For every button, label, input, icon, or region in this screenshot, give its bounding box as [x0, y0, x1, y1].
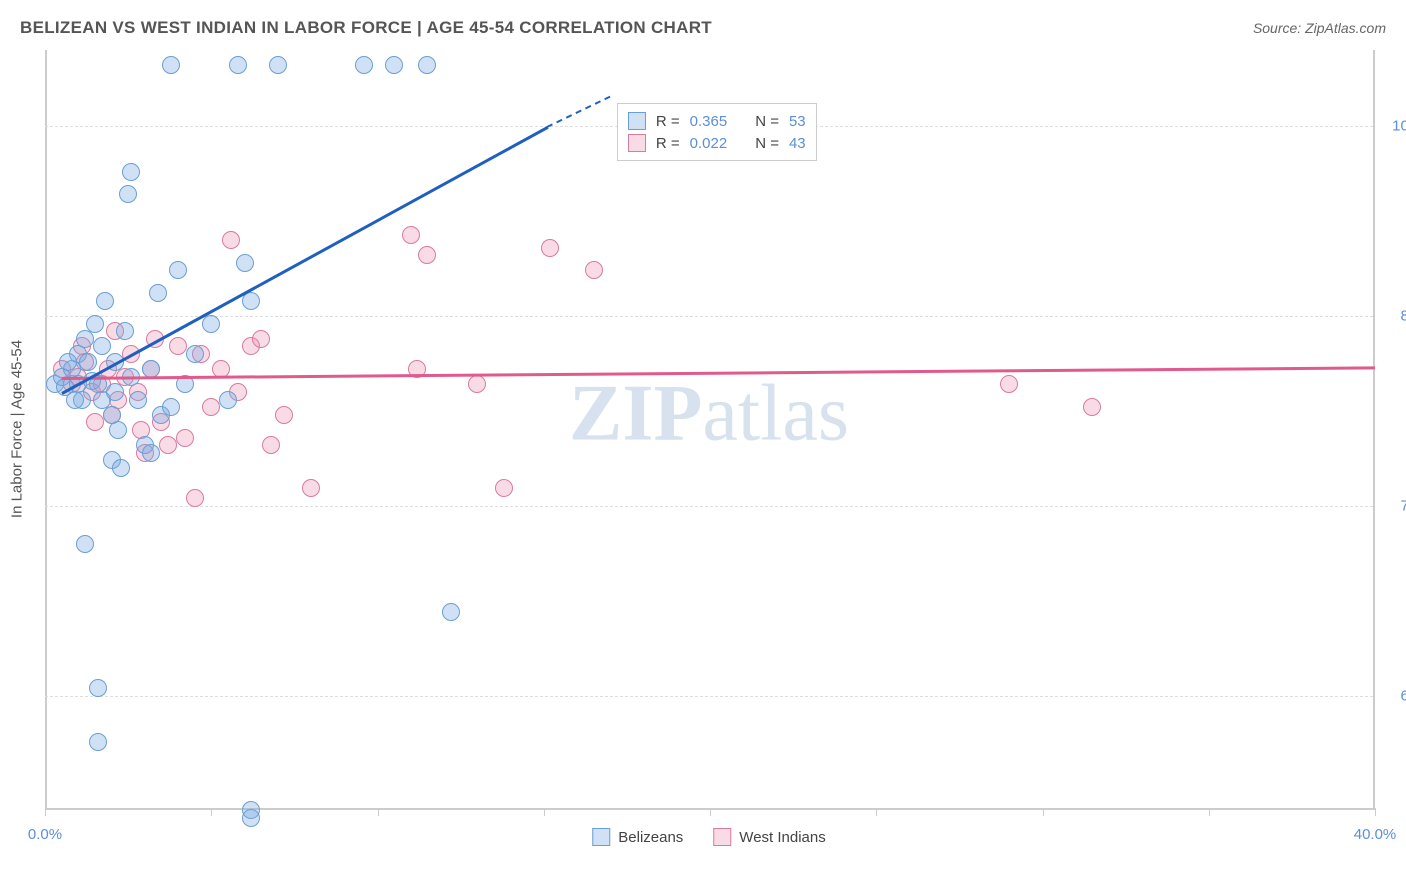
legend-item: Belizeans [592, 828, 683, 846]
scatter-point-a [103, 406, 121, 424]
stat-n-value: 53 [789, 113, 806, 130]
scatter-point-a [142, 444, 160, 462]
scatter-point-b [186, 489, 204, 507]
scatter-point-b [302, 479, 320, 497]
stats-box: R = 0.365 N = 53 R = 0.022 N = 43 [617, 103, 817, 161]
scatter-point-a [86, 315, 104, 333]
y-tick-label: 62.5% [1383, 688, 1406, 705]
scatter-point-b [275, 406, 293, 424]
stats-row: R = 0.365 N = 53 [628, 110, 806, 132]
stat-r-label: R = [656, 135, 680, 152]
x-tick [544, 808, 545, 816]
watermark: ZIPatlas [569, 368, 849, 459]
x-tick-label: 0.0% [28, 826, 62, 843]
scatter-point-a [112, 459, 130, 477]
y-axis [45, 50, 47, 808]
scatter-point-a [89, 733, 107, 751]
scatter-point-a [385, 56, 403, 74]
scatter-point-b [468, 375, 486, 393]
scatter-point-a [442, 603, 460, 621]
scatter-point-a [106, 383, 124, 401]
trend-line-a-dash [547, 96, 611, 128]
x-tick [1209, 808, 1210, 816]
legend-swatch [592, 828, 610, 846]
legend-item: West Indians [713, 828, 825, 846]
scatter-point-b [402, 226, 420, 244]
stat-n-label: N = [755, 113, 779, 130]
scatter-point-b [541, 239, 559, 257]
legend-label: West Indians [739, 829, 825, 846]
scatter-point-a [269, 56, 287, 74]
x-tick-label: 40.0% [1354, 826, 1397, 843]
scatter-point-b [262, 436, 280, 454]
scatter-point-b [176, 429, 194, 447]
legend-swatch [628, 112, 646, 130]
x-tick [45, 808, 46, 816]
scatter-point-a [116, 322, 134, 340]
y-axis-title: In Labor Force | Age 45-54 [9, 340, 26, 518]
scatter-point-b [169, 337, 187, 355]
y-tick-label: 87.5% [1383, 308, 1406, 325]
scatter-point-a [162, 56, 180, 74]
scatter-point-a [76, 535, 94, 553]
legend-swatch [713, 828, 731, 846]
scatter-point-a [129, 391, 147, 409]
x-tick [1043, 808, 1044, 816]
scatter-point-b [1083, 398, 1101, 416]
stat-r-label: R = [656, 113, 680, 130]
scatter-point-b [1000, 375, 1018, 393]
legend-label: Belizeans [618, 829, 683, 846]
y-tick-label: 100.0% [1383, 118, 1406, 135]
scatter-point-a [229, 56, 247, 74]
scatter-point-a [76, 330, 94, 348]
scatter-point-b [585, 261, 603, 279]
x-tick [710, 808, 711, 816]
scatter-point-b [222, 231, 240, 249]
trend-line-b [62, 366, 1375, 380]
chart-title: BELIZEAN VS WEST INDIAN IN LABOR FORCE |… [20, 18, 712, 38]
stat-n-label: N = [755, 135, 779, 152]
scatter-point-a [122, 163, 140, 181]
scatter-point-a [79, 353, 97, 371]
legend-swatch [628, 134, 646, 152]
scatter-point-a [169, 261, 187, 279]
chart-plot-area: In Labor Force | Age 45-54 ZIPatlas 62.5… [45, 50, 1375, 810]
stat-r-value: 0.022 [690, 135, 728, 152]
x-tick [1375, 808, 1376, 816]
stat-n-value: 43 [789, 135, 806, 152]
scatter-point-a [162, 398, 180, 416]
scatter-point-b [495, 479, 513, 497]
scatter-point-a [219, 391, 237, 409]
scatter-point-a [93, 337, 111, 355]
legend: Belizeans West Indians [592, 828, 825, 846]
gridline-h [45, 316, 1373, 317]
scatter-point-a [59, 353, 77, 371]
scatter-point-b [159, 436, 177, 454]
scatter-point-a [119, 185, 137, 203]
scatter-point-a [355, 56, 373, 74]
scatter-point-b [418, 246, 436, 264]
scatter-point-b [86, 413, 104, 431]
gridline-h [45, 696, 1373, 697]
x-tick [378, 808, 379, 816]
gridline-h [45, 506, 1373, 507]
stat-r-value: 0.365 [690, 113, 728, 130]
scatter-point-a [236, 254, 254, 272]
scatter-point-a [66, 391, 84, 409]
scatter-point-b [202, 398, 220, 416]
scatter-point-a [89, 679, 107, 697]
scatter-point-a [418, 56, 436, 74]
y-tick-label: 75.0% [1383, 498, 1406, 515]
scatter-point-a [242, 809, 260, 827]
scatter-point-a [186, 345, 204, 363]
stats-row: R = 0.022 N = 43 [628, 132, 806, 154]
source-label: Source: ZipAtlas.com [1253, 20, 1386, 36]
scatter-point-a [149, 284, 167, 302]
scatter-point-a [202, 315, 220, 333]
x-tick [211, 808, 212, 816]
x-tick [876, 808, 877, 816]
scatter-point-a [96, 292, 114, 310]
scatter-point-b [252, 330, 270, 348]
